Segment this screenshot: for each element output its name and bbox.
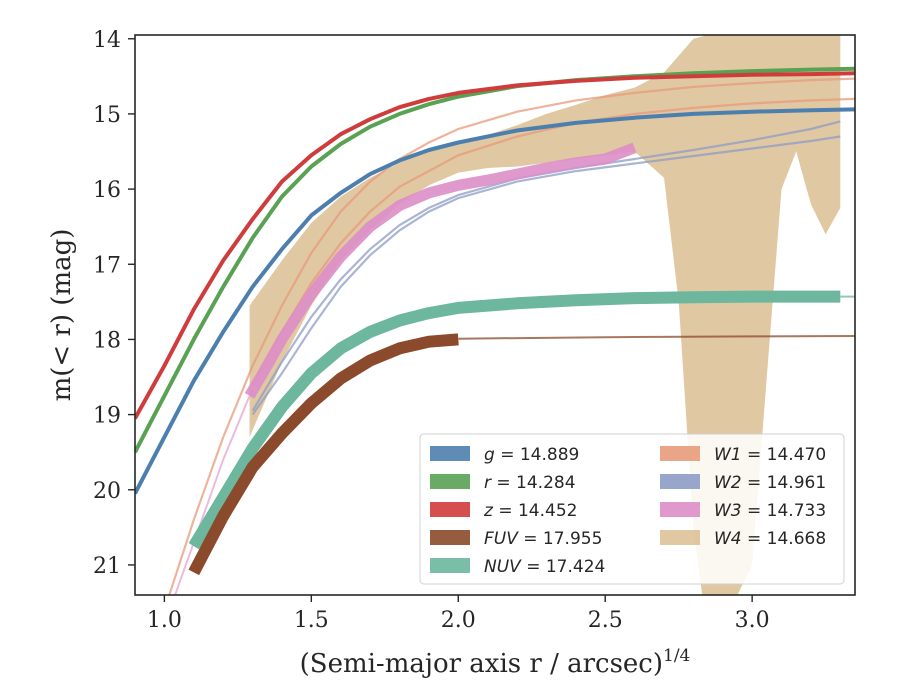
legend-swatch-w4 (660, 530, 700, 545)
legend-swatch-g (430, 446, 470, 461)
series-w3-extension (174, 395, 251, 595)
legend-label-w3: W3 = 14.733 (714, 501, 826, 521)
legend: g = 14.889 r = 14.284 z = 14.452 FUV = 17.9… (419, 433, 845, 585)
x-tick-label: 3.0 (735, 608, 770, 633)
legend-label-z: z = 14.452 (483, 501, 577, 521)
legend-swatch-z (430, 502, 470, 517)
x-axis-label-exponent: 1/4 (663, 646, 690, 666)
series-g-line (135, 107, 855, 495)
x-tick-label: 2.5 (588, 608, 623, 633)
legend-label-fuv: FUV = 17.955 (484, 529, 602, 549)
ticks-layer: 1.0 1.5 2.0 2.5 3.0 14 15 16 17 18 19 20 21 (93, 28, 770, 633)
series-nuv-line (188, 290, 841, 550)
y-tick-label: 21 (93, 554, 121, 579)
x-axis-label: (Semi-major axis r / arcsec)1/4 (300, 646, 691, 679)
legend-swatch-w2 (660, 474, 700, 489)
plot-frame (134, 34, 856, 596)
x-tick-label: 1.5 (294, 608, 329, 633)
legend-swatch-r (430, 474, 470, 489)
x-tick-label: 1.0 (147, 608, 182, 633)
legend-label-nuv: NUV = 17.424 (484, 557, 605, 577)
y-tick-label: 17 (93, 253, 121, 278)
legend-box (419, 433, 845, 585)
y-tick-label: 18 (93, 328, 121, 353)
y-tick-label: 20 (93, 479, 121, 504)
y-axis-label: m(< r) (mag) (47, 229, 77, 402)
x-axis-label-text: (Semi-major axis r / arcsec) (300, 649, 663, 679)
legend-label-w2: W2 = 14.961 (714, 473, 826, 493)
y-tick-label: 16 (93, 178, 121, 203)
legend-swatch-fuv (430, 530, 470, 545)
series-z-line (135, 71, 855, 420)
y-tick-label: 19 (93, 404, 121, 429)
x-tick-label: 2.0 (441, 608, 476, 633)
series-fuv-tail (458, 335, 855, 340)
legend-label-w1: W1 = 14.470 (714, 445, 826, 465)
legend-label-r: r = 14.284 (484, 473, 576, 493)
legend-label-g: g = 14.889 (484, 445, 579, 465)
legend-swatch-w1 (660, 446, 700, 461)
legend-label-w4: W4 = 14.668 (714, 529, 826, 549)
series-w3-line (244, 142, 637, 399)
series-w2-line-1 (251, 120, 841, 412)
legend-swatch-w3 (660, 502, 700, 517)
series-fuv-line (188, 333, 459, 576)
legend-swatch-nuv (430, 558, 470, 573)
series-w1-line-2 (251, 97, 855, 386)
y-tick-label: 14 (93, 28, 121, 53)
y-tick-label: 15 (93, 103, 121, 128)
series-w1-line-1 (168, 77, 855, 595)
series-w2-line-2 (251, 135, 841, 416)
series-r-line (135, 66, 855, 454)
